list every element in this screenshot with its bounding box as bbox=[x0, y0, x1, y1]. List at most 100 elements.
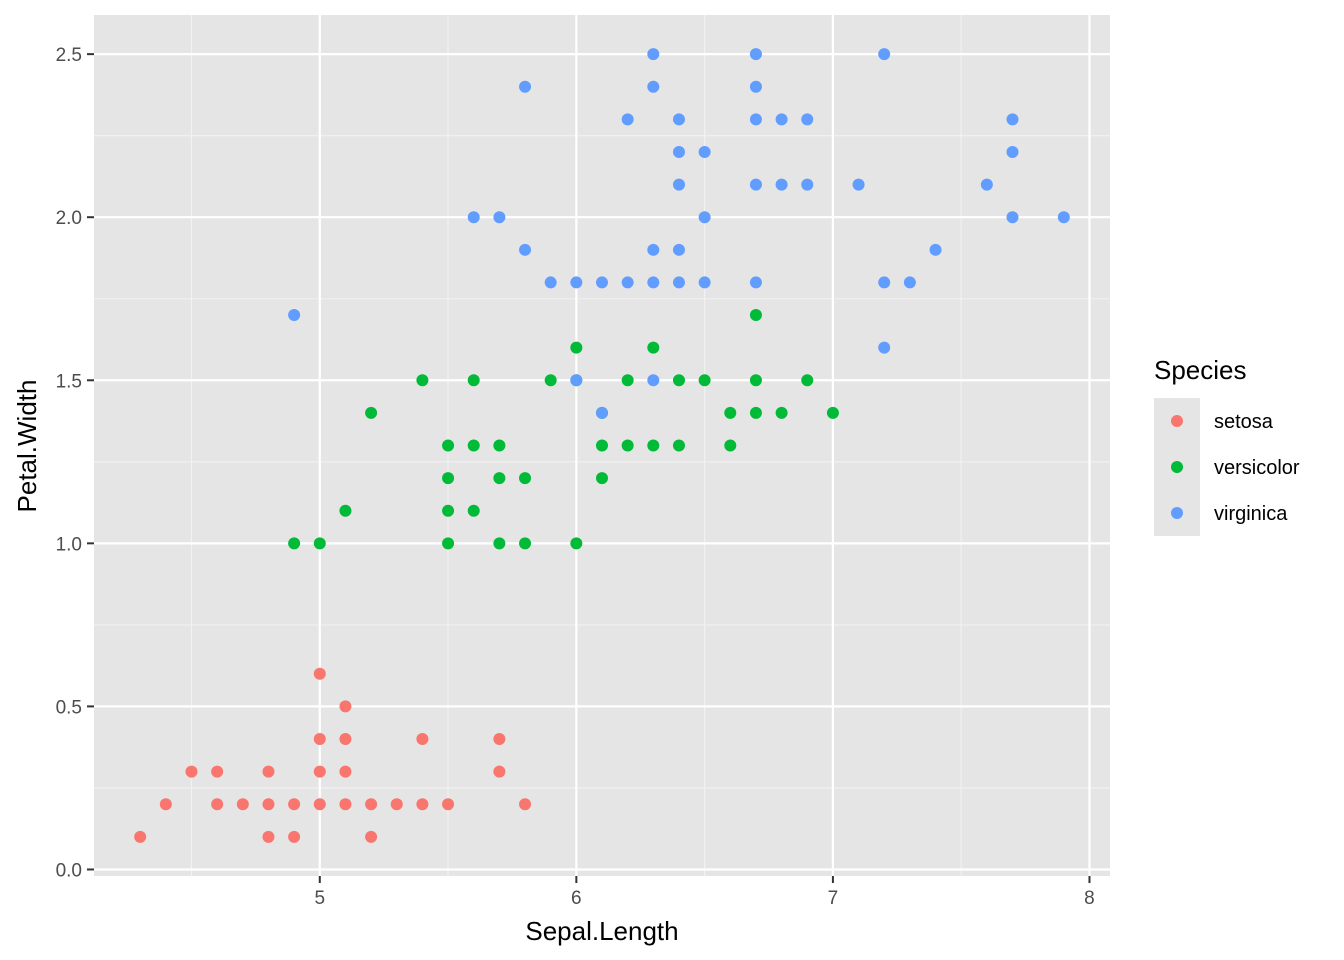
data-point-virginica bbox=[852, 178, 865, 191]
data-point-versicolor bbox=[365, 406, 378, 419]
data-point-virginica bbox=[1006, 145, 1019, 158]
data-point-versicolor bbox=[467, 439, 480, 452]
data-point-versicolor bbox=[467, 374, 480, 387]
y-tick-label: 1.0 bbox=[56, 534, 82, 555]
data-point-virginica bbox=[672, 243, 685, 256]
data-point-virginica bbox=[519, 243, 532, 256]
data-point-virginica bbox=[749, 276, 762, 289]
data-point-versicolor bbox=[442, 537, 455, 550]
data-point-virginica bbox=[980, 178, 993, 191]
legend-items: setosa versicolor virginica bbox=[1154, 398, 1300, 536]
data-point-setosa bbox=[262, 830, 275, 843]
data-point-setosa bbox=[236, 798, 249, 811]
data-point-virginica bbox=[570, 374, 583, 387]
data-point-versicolor bbox=[493, 537, 506, 550]
data-point-virginica bbox=[1006, 113, 1019, 126]
x-tick-label: 6 bbox=[571, 888, 582, 909]
data-point-virginica bbox=[621, 276, 634, 289]
data-point-versicolor bbox=[647, 439, 660, 452]
data-point-virginica bbox=[801, 178, 814, 191]
data-point-versicolor bbox=[442, 504, 455, 517]
data-point-virginica bbox=[749, 113, 762, 126]
data-point-versicolor bbox=[621, 439, 634, 452]
data-point-versicolor bbox=[749, 406, 762, 419]
data-point-versicolor bbox=[672, 439, 685, 452]
data-point-versicolor bbox=[698, 374, 711, 387]
data-point-virginica bbox=[519, 80, 532, 93]
data-point-versicolor bbox=[621, 374, 634, 387]
data-point-virginica bbox=[672, 276, 685, 289]
data-point-virginica bbox=[1006, 211, 1019, 224]
data-point-virginica bbox=[493, 211, 506, 224]
data-point-versicolor bbox=[596, 472, 608, 485]
legend-marker-setosa bbox=[1171, 415, 1183, 427]
data-point-setosa bbox=[365, 830, 378, 843]
data-point-setosa bbox=[185, 765, 198, 778]
data-point-setosa bbox=[390, 798, 403, 811]
legend-marker-virginica bbox=[1171, 507, 1183, 519]
data-point-virginica bbox=[647, 374, 660, 387]
major-gridlines bbox=[94, 15, 1110, 876]
data-point-virginica bbox=[801, 113, 814, 126]
data-point-setosa bbox=[365, 798, 378, 811]
data-point-virginica bbox=[878, 48, 891, 61]
data-point-virginica bbox=[775, 178, 788, 191]
data-point-versicolor bbox=[596, 439, 608, 452]
data-point-versicolor bbox=[467, 504, 480, 517]
legend-title: Species bbox=[1154, 355, 1247, 385]
data-point-virginica bbox=[647, 48, 660, 61]
data-point-virginica bbox=[698, 145, 711, 158]
data-point-virginica bbox=[672, 145, 685, 158]
data-point-versicolor bbox=[672, 374, 685, 387]
x-axis-ticks: 5 6 7 8 bbox=[314, 876, 1095, 909]
data-point-setosa bbox=[211, 765, 224, 778]
data-point-versicolor bbox=[724, 439, 737, 452]
data-point-setosa bbox=[416, 733, 429, 746]
data-points bbox=[134, 48, 1070, 843]
data-point-setosa bbox=[442, 798, 455, 811]
data-point-setosa bbox=[313, 733, 326, 746]
data-point-setosa bbox=[288, 830, 301, 843]
data-point-versicolor bbox=[544, 374, 557, 387]
data-point-setosa bbox=[493, 733, 506, 746]
data-point-setosa bbox=[313, 667, 326, 680]
data-point-versicolor bbox=[570, 537, 583, 550]
data-point-versicolor bbox=[493, 439, 506, 452]
data-point-versicolor bbox=[775, 406, 788, 419]
data-point-virginica bbox=[903, 276, 916, 289]
data-point-setosa bbox=[493, 765, 506, 778]
data-point-virginica bbox=[467, 211, 480, 224]
data-point-virginica bbox=[596, 406, 608, 419]
data-point-versicolor bbox=[339, 504, 352, 517]
data-point-setosa bbox=[339, 798, 352, 811]
y-tick-label: 2.0 bbox=[56, 208, 82, 229]
data-point-virginica bbox=[672, 113, 685, 126]
data-point-virginica bbox=[288, 309, 301, 322]
data-point-virginica bbox=[698, 276, 711, 289]
data-point-virginica bbox=[621, 113, 634, 126]
data-point-virginica bbox=[749, 178, 762, 191]
x-tick-label: 7 bbox=[828, 888, 839, 909]
data-point-setosa bbox=[134, 830, 147, 843]
data-point-setosa bbox=[159, 798, 172, 811]
y-axis-title: Petal.Width bbox=[12, 380, 42, 513]
x-tick-label: 8 bbox=[1084, 888, 1095, 909]
data-point-versicolor bbox=[647, 341, 660, 354]
data-point-virginica bbox=[775, 113, 788, 126]
data-point-virginica bbox=[878, 341, 891, 354]
data-point-versicolor bbox=[749, 374, 762, 387]
data-point-versicolor bbox=[442, 439, 455, 452]
y-tick-label: 1.5 bbox=[56, 371, 82, 392]
data-point-virginica bbox=[647, 276, 660, 289]
data-point-versicolor bbox=[826, 406, 839, 419]
data-point-versicolor bbox=[749, 309, 762, 322]
data-point-setosa bbox=[262, 798, 275, 811]
data-point-virginica bbox=[929, 243, 942, 256]
x-tick-label: 5 bbox=[314, 888, 325, 909]
data-point-virginica bbox=[749, 48, 762, 61]
y-tick-label: 0.5 bbox=[56, 697, 82, 718]
legend-label-setosa: setosa bbox=[1214, 411, 1274, 433]
data-point-setosa bbox=[313, 798, 326, 811]
data-point-setosa bbox=[519, 798, 532, 811]
